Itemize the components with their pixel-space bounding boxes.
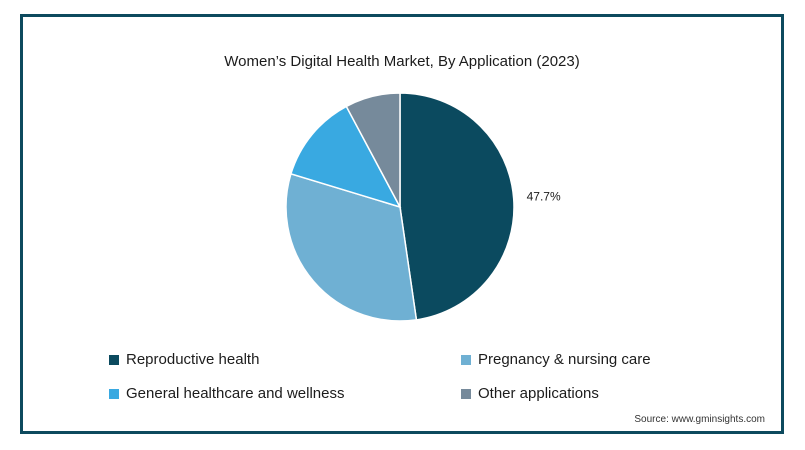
data-label: 47.7% (527, 190, 561, 204)
legend-label: Other applications (478, 385, 599, 402)
chart-frame: Women’s Digital Health Market, By Applic… (20, 14, 784, 434)
legend-label: General healthcare and wellness (126, 385, 345, 402)
pie-slice-other-applications (345, 92, 401, 208)
legend-swatch (461, 388, 471, 399)
legend-swatch (461, 354, 471, 365)
legend-label: Pregnancy & nursing care (478, 351, 651, 368)
pie-slices (285, 92, 515, 322)
legend-item-pregnancy-nursing-care: Pregnancy & nursing care (461, 351, 651, 368)
legend-label: Reproductive health (126, 351, 260, 368)
legend-swatch (109, 388, 119, 399)
legend-item-general-healthcare: General healthcare and wellness (109, 385, 344, 402)
legend-item-reproductive-health: Reproductive health (109, 351, 259, 368)
legend-item-other-applications: Other applications (461, 385, 599, 402)
chart-title: Women’s Digital Health Market, By Applic… (224, 53, 580, 70)
pie-slice-general-healthcare-and-wellness (289, 105, 402, 209)
pie-slice-pregnancy-nursing-care (285, 172, 418, 322)
legend-swatch (109, 354, 119, 365)
pie-chart: 47.7% (285, 92, 561, 322)
pie-labels: 47.7% (527, 190, 561, 204)
pie-slice-reproductive-health (399, 92, 515, 321)
source-note: Source: www.gminsights.com (634, 414, 765, 425)
